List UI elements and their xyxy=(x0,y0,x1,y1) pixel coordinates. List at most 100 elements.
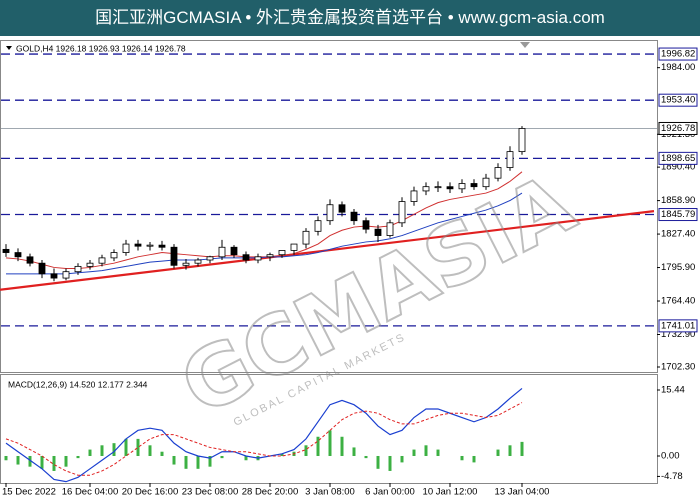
candle-body xyxy=(170,246,178,266)
macd-histogram-bar xyxy=(136,438,140,456)
candle-body xyxy=(182,262,190,266)
candle-body xyxy=(242,254,250,261)
macd-frame xyxy=(0,374,658,484)
level-label: 1953.40 xyxy=(661,95,695,106)
macd-histogram-bar xyxy=(28,455,32,467)
candle-body xyxy=(266,254,274,258)
candle-body xyxy=(14,252,22,258)
level-label-box xyxy=(658,208,698,222)
candle-body xyxy=(206,256,214,261)
candle-body xyxy=(62,271,70,279)
macd-y-tick-label: -4.78 xyxy=(661,471,683,482)
macd-histogram-bar xyxy=(64,455,68,467)
y-tick-label: 1890.40 xyxy=(661,162,695,173)
macd-y-tick-label: 0.00 xyxy=(661,451,680,462)
x-tick-label: 10 Jan 12:00 xyxy=(423,487,478,498)
macd-histogram-bar xyxy=(352,447,356,456)
x-tick-label: 13 Jan 04:00 xyxy=(495,487,550,498)
candle-body xyxy=(302,230,310,245)
x-tick-label: 28 Dec 20:00 xyxy=(242,487,299,498)
menu-arrow xyxy=(6,46,12,50)
candle-body xyxy=(218,246,226,258)
candle-body xyxy=(134,243,142,247)
x-tick-label: 6 Jan 00:00 xyxy=(365,487,415,498)
candle-body xyxy=(122,243,130,253)
macd-histogram-bar xyxy=(16,455,20,465)
chart-title: GOLD,H4 1926.18 1926.93 1926.14 1926.78 xyxy=(16,43,186,53)
macd-line xyxy=(5,387,523,483)
macd-histogram-bar xyxy=(424,445,428,456)
x-tick-label: 23 Dec 08:00 xyxy=(182,487,239,498)
macd-histogram-bar xyxy=(496,449,500,456)
y-tick-label: 1858.90 xyxy=(661,195,695,206)
candle-body xyxy=(470,183,478,188)
candle-body xyxy=(446,186,454,190)
macd-histogram-bar xyxy=(196,455,200,469)
y-tick-label: 1702.30 xyxy=(661,362,695,373)
macd-signal xyxy=(5,402,523,476)
y-tick-label: 1795.90 xyxy=(661,262,695,273)
candle-body xyxy=(146,244,154,247)
moving-average xyxy=(5,171,523,270)
candle-body xyxy=(350,211,358,222)
macd-histogram-bar xyxy=(304,445,308,456)
candle-body xyxy=(434,186,442,189)
candle-body xyxy=(338,204,346,213)
macd-histogram-bar xyxy=(376,455,380,469)
candle-body xyxy=(254,256,262,261)
level-label-box xyxy=(658,151,698,165)
y-tick-label: 1732.90 xyxy=(661,329,695,340)
candle-body xyxy=(50,273,58,279)
x-tick-label: 3 Jan 08:00 xyxy=(305,487,355,498)
level-label-box xyxy=(658,93,698,107)
shift-marker xyxy=(520,42,530,48)
level-label: 1741.01 xyxy=(661,320,695,331)
macd-histogram-bar xyxy=(388,455,392,471)
candle-body xyxy=(98,257,106,264)
candle-body xyxy=(506,151,514,168)
candle-body xyxy=(314,220,322,232)
macd-histogram-bar xyxy=(52,455,56,471)
macd-histogram-bar xyxy=(124,438,128,456)
y-tick-label: 1984.00 xyxy=(661,62,695,73)
level-label: 1845.79 xyxy=(661,209,695,220)
macd-histogram-bar xyxy=(76,455,80,459)
x-tick-label: 15 Dec 2022 xyxy=(2,487,56,498)
level-label: 1898.65 xyxy=(661,153,695,164)
macd-histogram-bar xyxy=(220,455,224,459)
macd-histogram-bar xyxy=(472,455,476,463)
macd-histogram-bar xyxy=(100,445,104,456)
chart-bg xyxy=(0,38,700,500)
macd-histogram-bar xyxy=(40,455,44,469)
header-banner: 国汇亚洲GCMASIA • 外汇贵金属投资首选平台 • www.gcm-asia… xyxy=(0,0,700,36)
macd-histogram-bar xyxy=(112,443,116,456)
candle-body xyxy=(74,265,82,273)
price-frame xyxy=(0,40,658,373)
macd-y-tick-label: 15.44 xyxy=(661,385,685,396)
y-tick-label: 1764.40 xyxy=(661,296,695,307)
candle-body xyxy=(290,243,298,251)
candle-body xyxy=(482,177,490,188)
candle-body xyxy=(26,256,34,264)
candle-body xyxy=(386,222,394,236)
candle-body xyxy=(518,128,526,153)
candle-body xyxy=(422,186,430,192)
candle-body xyxy=(458,183,466,190)
candle-body xyxy=(2,248,10,253)
macd-histogram-bar xyxy=(316,436,320,456)
candle-body xyxy=(410,190,418,202)
macd-histogram-bar xyxy=(520,441,524,456)
level-label-box xyxy=(658,319,698,333)
macd-label: MACD(12,26,9) 14.520 12.177 2.344 xyxy=(8,379,148,389)
macd-histogram-bar xyxy=(280,453,284,456)
macd-histogram-bar xyxy=(364,455,368,459)
macd-histogram-bar xyxy=(88,449,92,456)
macd-histogram-bar xyxy=(400,455,404,463)
candle-body xyxy=(398,201,406,224)
candle-body xyxy=(38,262,46,275)
candle-body xyxy=(278,250,286,256)
x-tick-label: 16 Dec 04:00 xyxy=(62,487,119,498)
macd-histogram-bar xyxy=(340,436,344,456)
